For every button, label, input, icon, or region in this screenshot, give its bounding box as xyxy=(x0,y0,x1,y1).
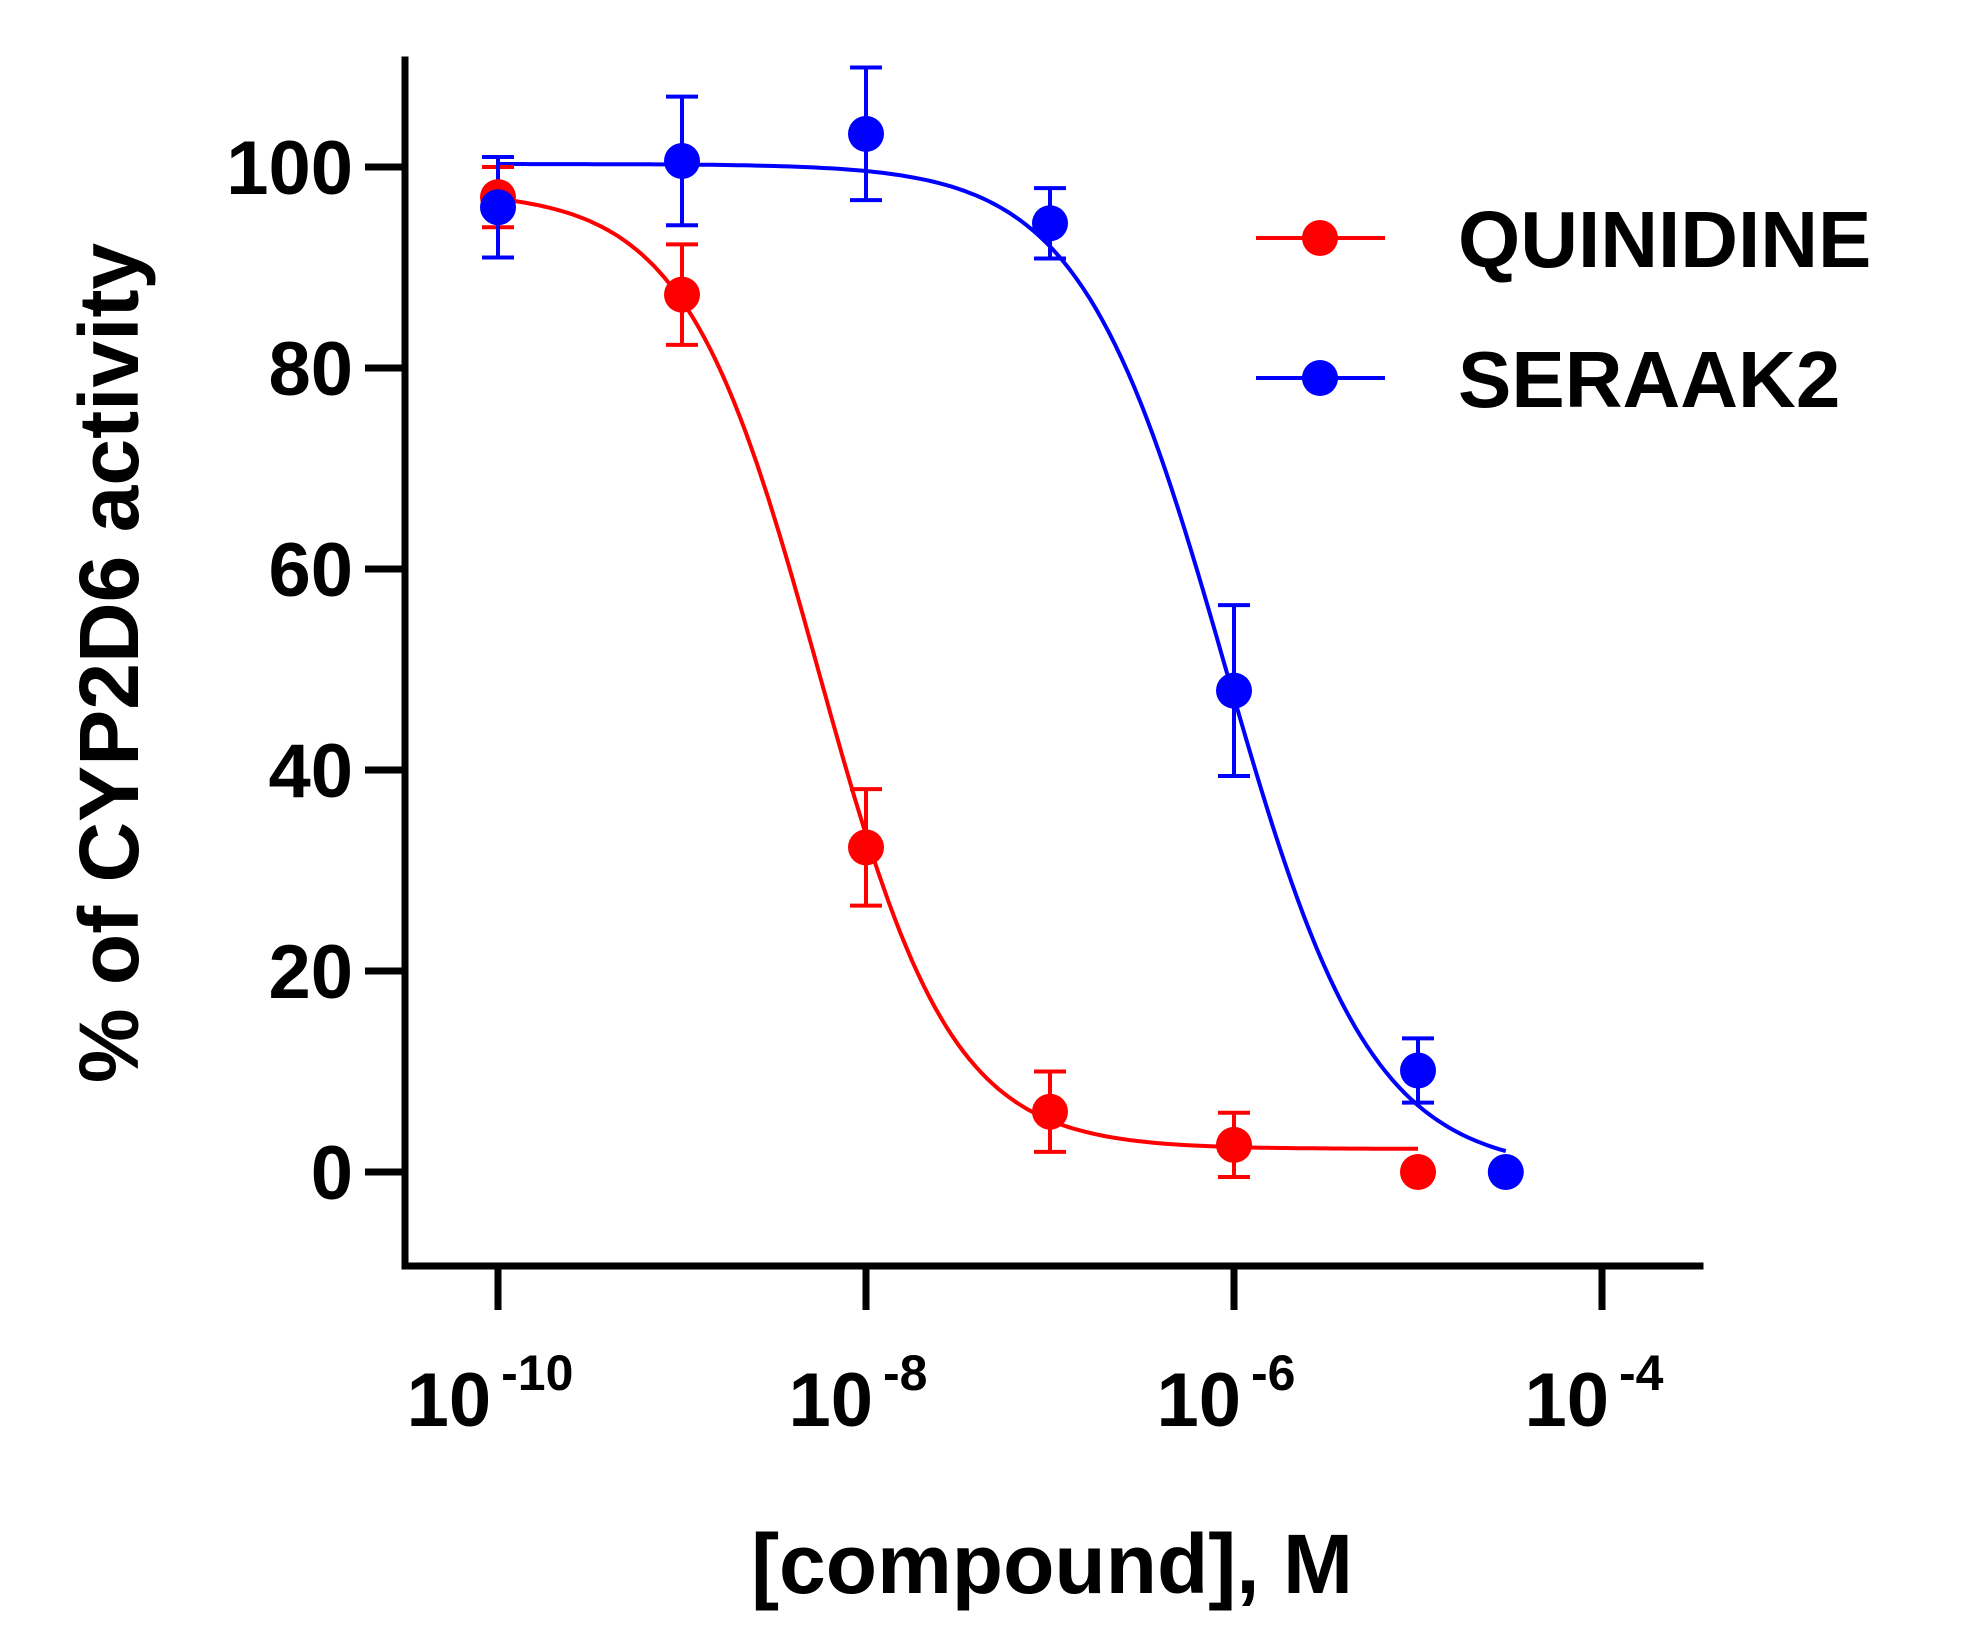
data-point-quinidine xyxy=(1216,1126,1252,1163)
data-point-quinidine xyxy=(1032,1093,1068,1130)
legend-item-quinidine: QUINIDINE xyxy=(1256,195,1871,284)
x-tick-base: 10 xyxy=(407,1358,492,1443)
x-tick-label: 10 -4 xyxy=(1524,1345,1663,1443)
x-tick-base: 10 xyxy=(788,1358,873,1443)
x-tick-exponent: -8 xyxy=(883,1345,927,1401)
data-point-seraak2 xyxy=(1032,205,1068,242)
fit-curve-quinidine xyxy=(497,196,1418,1151)
data-point-seraak2 xyxy=(480,189,516,226)
y-axis-label: % of CYP2D6 activity xyxy=(62,243,156,1084)
x-tick-exponent: -4 xyxy=(1619,1345,1664,1401)
fit-curves xyxy=(497,162,1507,1154)
y-tick-label: 0 xyxy=(311,1131,353,1216)
data-point-seraak2 xyxy=(1400,1052,1436,1089)
y-axis-ticks: 0 20 40 60 80 100 xyxy=(226,126,405,1216)
legend-marker xyxy=(1302,220,1338,256)
x-tick-label: 10 -6 xyxy=(1156,1345,1295,1443)
error-bars xyxy=(482,65,1434,1180)
data-point-seraak2 xyxy=(848,115,884,152)
data-point-quinidine xyxy=(1400,1154,1436,1190)
fit-curve-seraak2 xyxy=(498,162,1507,1154)
data-point-seraak2 xyxy=(664,142,700,179)
y-tick-label: 80 xyxy=(268,327,353,412)
x-tick-label: 10 -10 xyxy=(407,1345,574,1443)
legend-item-seraak2: SERAAK2 xyxy=(1256,335,1840,424)
data-points xyxy=(480,115,1524,1190)
x-axis-ticks: 10 -10 10 -8 10 -6 10 -4 xyxy=(407,1266,1664,1443)
data-point-seraak2 xyxy=(1487,1154,1524,1190)
y-tick-label: 60 xyxy=(268,528,353,613)
y-tick-label: 40 xyxy=(268,729,353,814)
y-tick-label: 100 xyxy=(226,126,353,211)
x-tick-exponent: -10 xyxy=(501,1345,573,1401)
x-tick-base: 10 xyxy=(1524,1358,1609,1443)
data-point-quinidine xyxy=(664,276,700,313)
data-point-seraak2 xyxy=(1216,672,1252,709)
legend-marker xyxy=(1302,360,1338,396)
x-tick-exponent: -6 xyxy=(1251,1345,1295,1401)
x-tick-label: 10 -8 xyxy=(788,1345,927,1443)
legend-label: SERAAK2 xyxy=(1458,335,1840,424)
legend-label: QUINIDINE xyxy=(1458,195,1871,284)
y-tick-label: 20 xyxy=(268,930,353,1015)
x-tick-base: 10 xyxy=(1156,1358,1241,1443)
legend: QUINIDINE SERAAK2 xyxy=(1256,195,1871,424)
data-point-quinidine xyxy=(848,829,884,866)
x-axis-label: [compound], M xyxy=(751,1517,1353,1611)
